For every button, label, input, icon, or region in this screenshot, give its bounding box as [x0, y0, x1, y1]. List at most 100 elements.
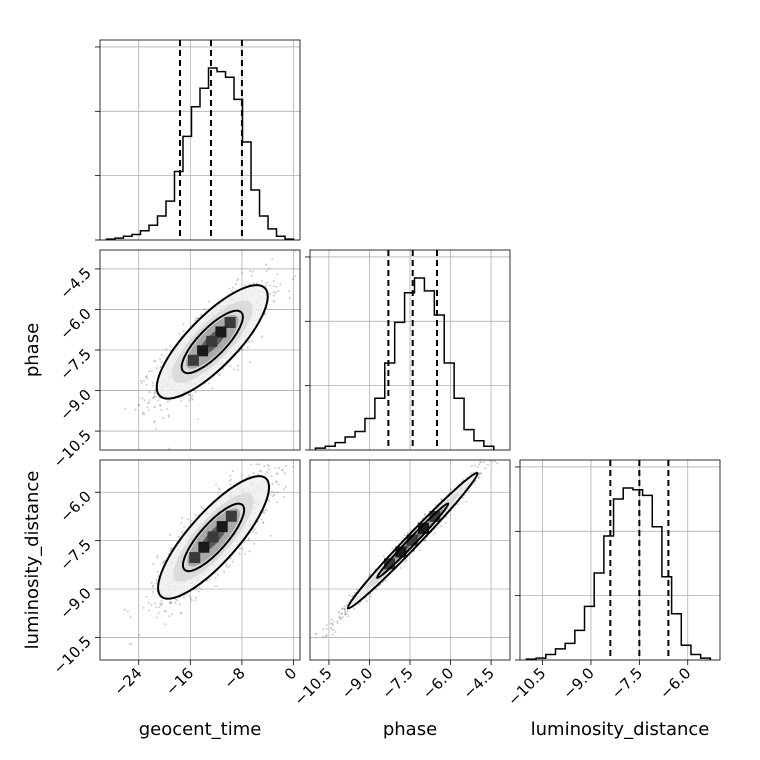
y-axis-label-phase: phase [22, 323, 43, 377]
sample-point [141, 412, 144, 415]
histogram-geocent_time [105, 67, 295, 240]
sample-point [346, 610, 349, 613]
sample-point [281, 469, 284, 471]
sample-point [147, 409, 150, 412]
sample-point [329, 626, 332, 629]
sample-point [261, 280, 264, 283]
density-cell [429, 510, 441, 522]
sample-point [229, 483, 232, 486]
sample-point [123, 608, 126, 611]
sample-point [168, 447, 171, 450]
sample-point [345, 613, 348, 615]
sample-point [265, 263, 267, 266]
x-tick-label: −9.0 [338, 664, 376, 702]
sample-point [399, 566, 402, 569]
y-tick-label: −6.0 [56, 305, 94, 343]
sample-point [153, 395, 156, 398]
sample-point [231, 470, 234, 473]
y-tick-label: −9.0 [56, 584, 94, 622]
sample-point [166, 400, 169, 403]
sample-point [241, 349, 244, 351]
sample-point [142, 606, 145, 609]
sample-point [168, 602, 171, 605]
sample-point [276, 273, 279, 276]
sample-point [200, 588, 203, 591]
sample-point [258, 463, 261, 466]
sample-point [479, 472, 482, 475]
sample-point [151, 381, 154, 384]
sample-point [246, 346, 249, 349]
sample-point [160, 360, 163, 363]
sample-point [263, 465, 266, 468]
sample-point [145, 375, 148, 378]
sample-point [344, 612, 347, 615]
sample-point [337, 610, 340, 613]
sample-point [385, 579, 388, 582]
sample-point [138, 404, 141, 407]
sample-point [153, 420, 156, 423]
sample-point [253, 542, 256, 545]
sample-point [152, 584, 155, 587]
sample-point [480, 461, 483, 464]
contour-1 [182, 502, 246, 573]
sample-point [178, 535, 181, 538]
sample-point [271, 482, 274, 485]
panel-frame [99, 459, 301, 661]
sample-point [437, 526, 440, 529]
sample-point [139, 379, 142, 382]
contour-1 [180, 309, 244, 375]
sample-point [405, 559, 408, 562]
sample-point [262, 522, 265, 525]
sample-point [154, 602, 157, 605]
sample-point [156, 570, 159, 573]
sample-point [266, 464, 269, 466]
sample-point [241, 548, 244, 550]
sample-point [174, 601, 177, 604]
panel-frame [309, 249, 511, 451]
sample-point [351, 595, 354, 598]
sample-point [445, 516, 448, 519]
sample-point [424, 538, 427, 541]
sample-point [230, 478, 232, 481]
sample-point [265, 270, 268, 273]
sample-point [236, 369, 239, 371]
sample-point [269, 284, 272, 287]
y-tick-label: −9.0 [56, 386, 94, 424]
sample-point [178, 603, 181, 606]
sample-point [156, 554, 159, 557]
sample-point [145, 595, 148, 598]
sample-point [265, 281, 268, 284]
sample-point [330, 628, 333, 631]
density-cell [215, 326, 227, 338]
density-cell [207, 531, 219, 543]
sample-point [325, 627, 328, 630]
sample-point [147, 370, 150, 373]
sample-point [174, 598, 177, 601]
sample-point [249, 270, 252, 273]
sample-point [343, 608, 346, 611]
sample-point [142, 379, 145, 382]
sample-point [247, 539, 250, 542]
sample-point [127, 610, 129, 613]
sample-point [462, 497, 465, 499]
sample-point [229, 365, 232, 368]
sample-point [196, 317, 199, 319]
sample-point [348, 594, 351, 597]
sample-point [341, 612, 343, 615]
sample-point [158, 606, 161, 609]
sample-point [292, 277, 295, 280]
sample-point [273, 300, 276, 303]
sample-point [273, 493, 276, 496]
sample-point [154, 395, 157, 398]
sample-point [243, 541, 245, 544]
sample-point [334, 631, 337, 634]
sample-point [271, 258, 274, 261]
sample-point [465, 500, 468, 503]
sample-point [248, 340, 251, 343]
sample-point [273, 285, 276, 288]
sample-point [477, 476, 480, 479]
x-tick-label: −10.5 [504, 664, 549, 709]
x-axis-label-phase: phase [383, 719, 437, 740]
sample-point [270, 475, 273, 478]
density-cell [187, 354, 199, 366]
